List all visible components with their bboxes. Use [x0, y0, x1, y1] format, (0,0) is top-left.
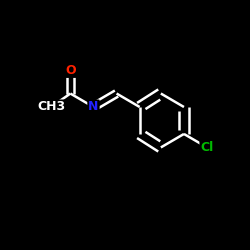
- Text: Cl: Cl: [200, 141, 214, 154]
- Text: O: O: [65, 64, 76, 77]
- Text: N: N: [88, 100, 99, 114]
- Text: CH3: CH3: [37, 100, 65, 114]
